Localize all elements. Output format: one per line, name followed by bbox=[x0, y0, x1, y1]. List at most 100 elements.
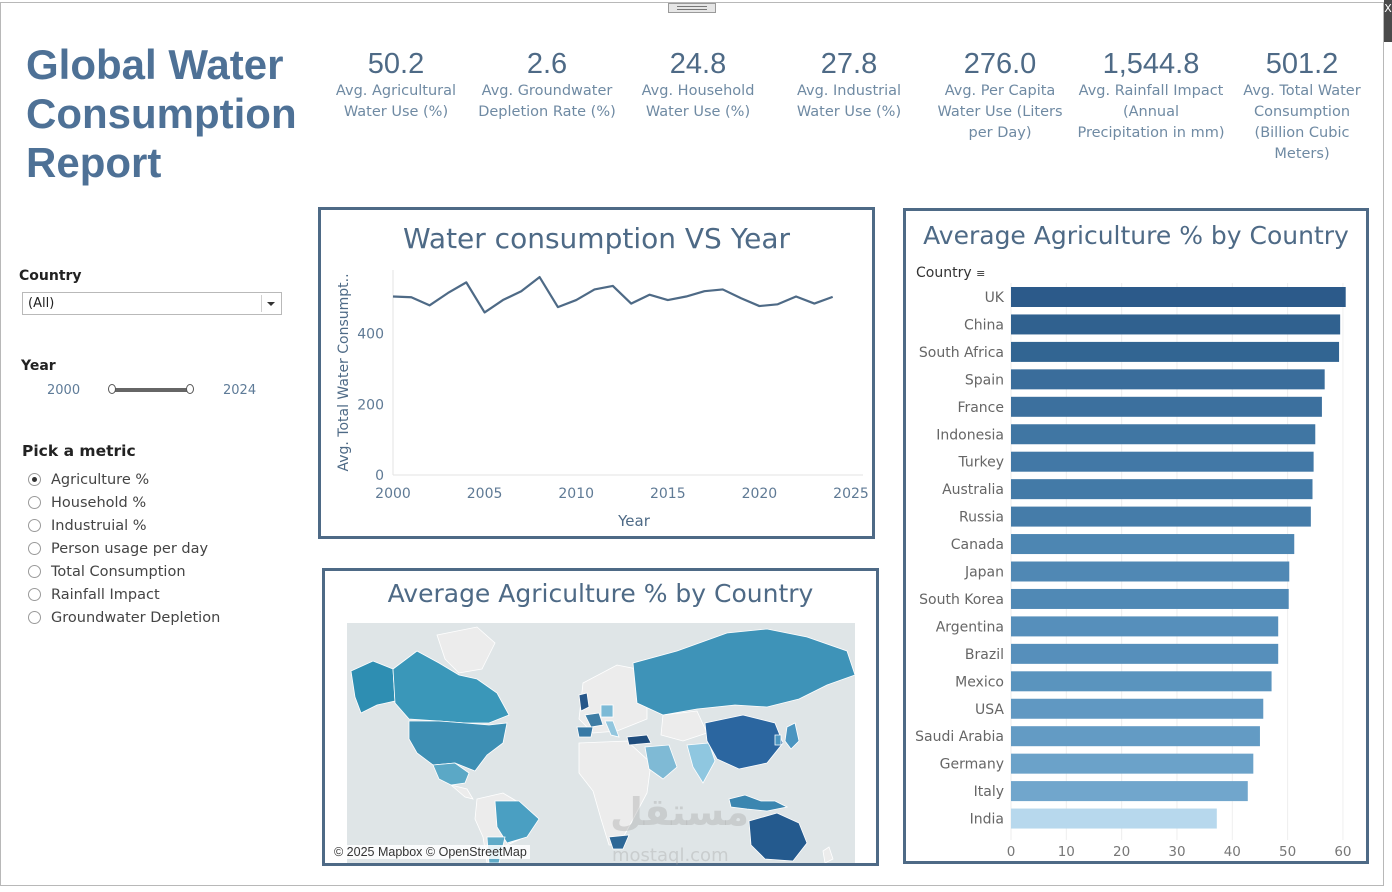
line-point[interactable] bbox=[480, 307, 490, 317]
country-dropdown[interactable]: (All) bbox=[22, 292, 282, 315]
close-icon[interactable]: X bbox=[1384, 0, 1392, 42]
bar-category-label: Spain bbox=[965, 372, 1004, 388]
map-land-south-africa bbox=[608, 834, 630, 850]
bar[interactable] bbox=[1011, 753, 1254, 774]
year-slider-min-handle[interactable] bbox=[108, 384, 116, 394]
bar-chart-row-header[interactable]: Country ≡ bbox=[916, 265, 985, 281]
kpi-value: 24.8 bbox=[669, 48, 727, 80]
line-point[interactable] bbox=[443, 288, 453, 298]
metric-option-person-usage[interactable]: Person usage per day bbox=[28, 537, 220, 560]
line-point[interactable] bbox=[406, 292, 416, 302]
bar[interactable] bbox=[1011, 287, 1346, 307]
line-point[interactable] bbox=[553, 302, 563, 312]
map-land-saudi-arabia bbox=[644, 744, 678, 780]
line-point[interactable] bbox=[791, 292, 801, 302]
line-point[interactable] bbox=[461, 277, 471, 287]
line-chart-y-tick: 0 bbox=[375, 468, 384, 484]
bar[interactable] bbox=[1011, 671, 1272, 692]
metric-option-household[interactable]: Household % bbox=[28, 491, 220, 514]
radio-icon[interactable] bbox=[28, 542, 41, 555]
radio-icon[interactable] bbox=[28, 565, 41, 578]
bar-chart-x-tick: 0 bbox=[1007, 844, 1016, 860]
line-point[interactable] bbox=[388, 292, 398, 302]
line-chart-y-tick: 400 bbox=[357, 327, 384, 343]
metric-option-industrial[interactable]: Industruial % bbox=[28, 514, 220, 537]
chevron-down-icon[interactable] bbox=[261, 295, 279, 312]
line-series-consumption[interactable] bbox=[392, 275, 834, 314]
bar-category-label: France bbox=[957, 400, 1004, 416]
line-point[interactable] bbox=[626, 299, 636, 309]
line-point[interactable] bbox=[663, 295, 673, 305]
year-slider-track[interactable] bbox=[112, 388, 192, 392]
metric-option-groundwater[interactable]: Groundwater Depletion bbox=[28, 606, 220, 629]
radio-icon[interactable] bbox=[28, 611, 41, 624]
bar[interactable] bbox=[1011, 506, 1311, 527]
line-chart-x-tick: 2005 bbox=[467, 486, 503, 502]
line-point[interactable] bbox=[571, 295, 581, 305]
line-point[interactable] bbox=[773, 299, 783, 309]
kpi-total-consumption: 501.2 Avg. Total Water Consumption (Bill… bbox=[1227, 46, 1377, 165]
kpi-label: Avg. Household Water Use (%) bbox=[641, 83, 755, 120]
drag-handle[interactable] bbox=[668, 3, 716, 13]
line-point[interactable] bbox=[608, 281, 618, 291]
bar[interactable] bbox=[1011, 726, 1260, 747]
line-point[interactable] bbox=[644, 290, 654, 300]
line-point[interactable] bbox=[681, 292, 691, 302]
radio-icon[interactable] bbox=[28, 588, 41, 601]
map-land-canada bbox=[392, 650, 510, 724]
kpi-rainfall: 1,544.8 Avg. Rainfall Impact (Annual Pre… bbox=[1076, 46, 1226, 144]
line-point[interactable] bbox=[498, 295, 508, 305]
line-point[interactable] bbox=[754, 301, 764, 311]
kpi-value: 276.0 bbox=[963, 48, 1037, 80]
line-point[interactable] bbox=[718, 284, 728, 294]
line-point[interactable] bbox=[828, 292, 838, 302]
bar[interactable] bbox=[1011, 561, 1290, 582]
metric-option-agriculture[interactable]: Agriculture % bbox=[28, 468, 220, 491]
metric-option-total-consumption[interactable]: Total Consumption bbox=[28, 560, 220, 583]
metric-radio-group: Agriculture % Household % Industruial % … bbox=[28, 468, 220, 629]
bar[interactable] bbox=[1011, 314, 1341, 335]
world-map[interactable] bbox=[347, 623, 855, 863]
metric-option-rainfall[interactable]: Rainfall Impact bbox=[28, 583, 220, 606]
bar-chart-svg: UK China South Africa Spain France Indonesia T… bbox=[915, 283, 1352, 860]
close-glyph: X bbox=[1384, 2, 1392, 15]
radio-checked-icon[interactable] bbox=[28, 473, 41, 486]
bar-category-label: Mexico bbox=[955, 674, 1004, 690]
year-slider-max-handle[interactable] bbox=[186, 384, 194, 394]
bar[interactable] bbox=[1011, 643, 1279, 664]
bar-category-label: Russia bbox=[959, 510, 1004, 526]
line-point[interactable] bbox=[736, 293, 746, 303]
radio-icon[interactable] bbox=[28, 496, 41, 509]
row-header-label: Country bbox=[916, 265, 972, 281]
bar-category-label: Saudi Arabia bbox=[915, 729, 1004, 745]
line-chart-x-tick: 2020 bbox=[742, 486, 778, 502]
bar-category-label: Australia bbox=[942, 482, 1004, 498]
line-point[interactable] bbox=[590, 284, 600, 294]
bar[interactable] bbox=[1011, 781, 1248, 802]
bar[interactable] bbox=[1011, 616, 1279, 637]
bar[interactable] bbox=[1011, 396, 1322, 417]
bar-category-label: Germany bbox=[940, 757, 1004, 773]
bar[interactable] bbox=[1011, 534, 1295, 555]
line-point[interactable] bbox=[516, 286, 526, 296]
line-point[interactable] bbox=[425, 300, 435, 310]
bar[interactable] bbox=[1011, 451, 1314, 472]
sort-icon[interactable]: ≡ bbox=[976, 267, 986, 280]
bar[interactable] bbox=[1011, 341, 1340, 362]
map-land-russia bbox=[632, 628, 855, 716]
bar[interactable] bbox=[1011, 479, 1313, 500]
line-point[interactable] bbox=[809, 299, 819, 309]
bar[interactable] bbox=[1011, 698, 1264, 719]
bar[interactable] bbox=[1011, 369, 1325, 390]
metric-picker-label: Pick a metric bbox=[22, 442, 136, 460]
bar-category-label: China bbox=[964, 317, 1004, 333]
bar[interactable] bbox=[1011, 808, 1217, 829]
line-point[interactable] bbox=[699, 286, 709, 296]
bar[interactable] bbox=[1011, 424, 1316, 445]
radio-icon[interactable] bbox=[28, 519, 41, 532]
kpi-label: Avg. Per Capita Water Use (Liters per Da… bbox=[937, 83, 1063, 141]
kpi-label: Avg. Industrial Water Use (%) bbox=[796, 83, 902, 120]
bar[interactable] bbox=[1011, 588, 1289, 609]
line-point[interactable] bbox=[535, 272, 545, 282]
line-chart-svg: 0 200 400 2000 2005 2010 2015 2020 2025 Year Avg. … bbox=[336, 270, 869, 530]
